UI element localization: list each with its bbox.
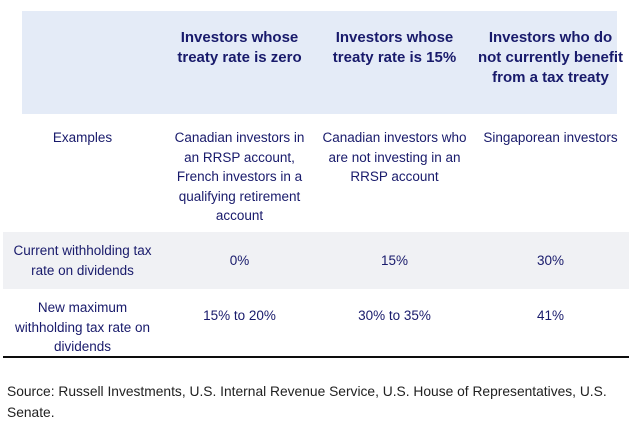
header-cell-empty: [3, 28, 162, 114]
row-label-examples: Examples: [52, 130, 113, 145]
table-row-examples: Examples Canadian investors in an RRSP a…: [3, 114, 629, 232]
examples-cell-no-treaty: Singaporean investors: [483, 130, 618, 145]
new-max-rate-no-treaty: 41%: [536, 308, 565, 323]
examples-cell-treaty-15: Canadian investors who are not investing…: [322, 130, 467, 184]
header-cell-no-treaty: Investors who do not currently benefit f…: [477, 29, 623, 86]
table-row-new-max-rate: New maximum withholding tax rate on divi…: [3, 289, 629, 356]
table-row-current-rate: Current withholding tax rate on dividend…: [3, 232, 629, 289]
table-header-row: Investors whose treaty rate is zero Inve…: [3, 11, 629, 114]
current-rate-treaty-zero: 0%: [229, 252, 250, 268]
row-label-current-rate: Current withholding tax rate on dividend…: [13, 243, 152, 278]
new-max-rate-treaty-zero: 15% to 20%: [203, 308, 276, 323]
examples-cell-treaty-zero: Canadian investors in an RRSP account, F…: [174, 130, 305, 223]
current-rate-no-treaty: 30%: [536, 252, 565, 268]
header-cell-treaty-15: Investors whose treaty rate is 15%: [332, 29, 457, 66]
row-label-new-max-rate: New maximum withholding tax rate on divi…: [14, 300, 151, 354]
new-max-rate-treaty-15: 30% to 35%: [358, 308, 431, 323]
table-header-band: [22, 11, 617, 114]
source-note: Source: Russell Investments, U.S. Intern…: [7, 384, 607, 420]
current-rate-treaty-15: 15%: [380, 252, 409, 268]
table-bottom-rule: [3, 356, 629, 358]
header-cell-treaty-zero: Investors whose treaty rate is zero: [177, 29, 302, 66]
